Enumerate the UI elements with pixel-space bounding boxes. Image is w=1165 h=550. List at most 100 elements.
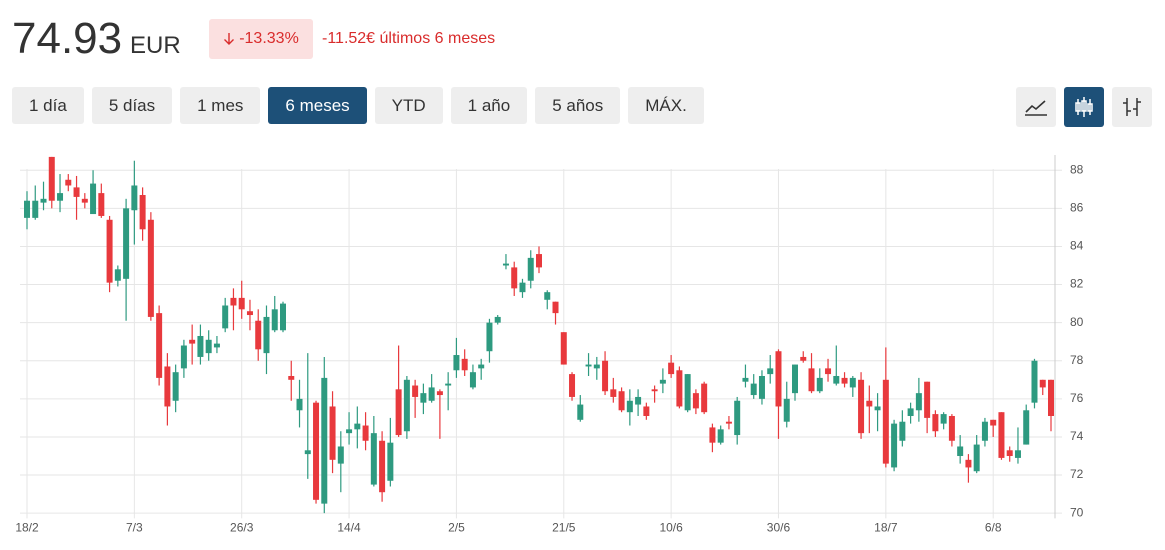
range-button[interactable]: 5 años [535, 87, 621, 124]
candle-body [288, 375, 295, 380]
y-tick-label: 82 [1070, 277, 1084, 291]
range-button[interactable]: 1 día [12, 87, 84, 124]
candle-body [907, 408, 914, 416]
candle-body [990, 419, 997, 426]
candle-body [618, 391, 625, 411]
candle-body [147, 219, 154, 317]
candle-body [585, 364, 592, 367]
y-tick-label: 88 [1070, 162, 1084, 176]
candle-body [90, 183, 97, 215]
candle-body [511, 267, 518, 289]
candle-body [1023, 410, 1030, 445]
range-button[interactable]: 5 días [91, 87, 173, 124]
candle-body [858, 379, 865, 434]
range-button[interactable]: 6 meses [268, 87, 367, 124]
candle-body [461, 358, 468, 371]
candle-body [692, 393, 699, 409]
candle-body [263, 316, 270, 354]
candlestick-button[interactable] [1064, 87, 1104, 127]
candle-body [767, 368, 774, 375]
x-tick-label: 18/7 [874, 521, 898, 535]
candle-body [403, 379, 410, 432]
range-button[interactable]: 1 mes [180, 87, 261, 124]
change-text: -11.52€ últimos 6 meses [322, 30, 496, 47]
candle-body [304, 450, 311, 455]
candle-body [436, 391, 443, 396]
candle-body [238, 297, 245, 310]
candle-body [230, 297, 237, 306]
candle-body [709, 427, 716, 443]
candle-body [379, 440, 386, 493]
candle-body [1006, 450, 1013, 457]
candle-body [280, 303, 286, 331]
range-button[interactable]: 1 año [450, 87, 528, 124]
candle-body [246, 311, 253, 316]
candle-body [1014, 450, 1021, 458]
candle-body [775, 351, 782, 407]
candle-body [354, 423, 361, 430]
x-tick-label: 26/3 [230, 521, 254, 535]
candle-body [684, 374, 691, 411]
candle-body [494, 316, 501, 323]
candle-body [924, 381, 931, 418]
range-buttons: 1 día 5 días 1 mes 6 meses YTD 1 año 5 a… [12, 87, 704, 124]
candle-body [981, 421, 988, 441]
candle-body [40, 198, 47, 203]
candle-body [453, 355, 460, 371]
ohlc-icon [1123, 98, 1141, 116]
y-tick-label: 80 [1070, 315, 1084, 329]
candle-body [874, 406, 881, 411]
candle-body [816, 377, 823, 392]
candle-body [940, 414, 947, 424]
candle-body [445, 383, 452, 386]
candle-body [469, 372, 476, 388]
change-percent: -13.33% [239, 30, 299, 47]
candle-body [792, 364, 798, 394]
candle-body [329, 406, 336, 460]
candle-body [717, 429, 724, 443]
candle-body [164, 366, 171, 407]
line-chart-button[interactable] [1016, 87, 1056, 127]
candle-body [321, 377, 328, 504]
candle-body [783, 398, 790, 422]
candle-body [957, 446, 964, 457]
range-button[interactable]: MÁX. [628, 87, 704, 124]
candle-body [635, 396, 642, 405]
candle-body [602, 360, 609, 392]
candle-body [502, 263, 509, 266]
candle-body [841, 377, 848, 384]
x-tick-label: 10/6 [659, 521, 683, 535]
candle-body [106, 219, 113, 283]
candle-body [973, 444, 980, 472]
candle-body [932, 414, 939, 432]
candle-body [758, 375, 765, 399]
candle-body [81, 198, 88, 203]
candle-body [882, 379, 889, 464]
candle-body [172, 372, 179, 401]
candle-body [536, 254, 542, 268]
y-tick-label: 84 [1070, 239, 1084, 253]
candle-body [412, 385, 419, 397]
candle-body [222, 305, 229, 329]
candle-body [825, 368, 832, 375]
candle-body [965, 459, 972, 468]
candle-body [197, 335, 204, 357]
x-tick-label: 18/2 [15, 521, 39, 535]
candle-body [643, 406, 650, 416]
candle-icon [1075, 97, 1093, 117]
ohlc-button[interactable] [1112, 87, 1152, 127]
x-tick-label: 30/6 [767, 521, 791, 535]
y-tick-label: 70 [1070, 505, 1084, 519]
candle-body [24, 200, 30, 218]
y-tick-label: 78 [1070, 353, 1084, 367]
candle-body [610, 389, 617, 397]
candle-body [577, 404, 584, 420]
y-tick-label: 76 [1070, 391, 1084, 405]
candle-body [180, 345, 187, 369]
candle-body [296, 398, 303, 411]
candle-body [73, 187, 80, 197]
candle-body [725, 421, 732, 424]
range-button[interactable]: YTD [374, 87, 443, 124]
